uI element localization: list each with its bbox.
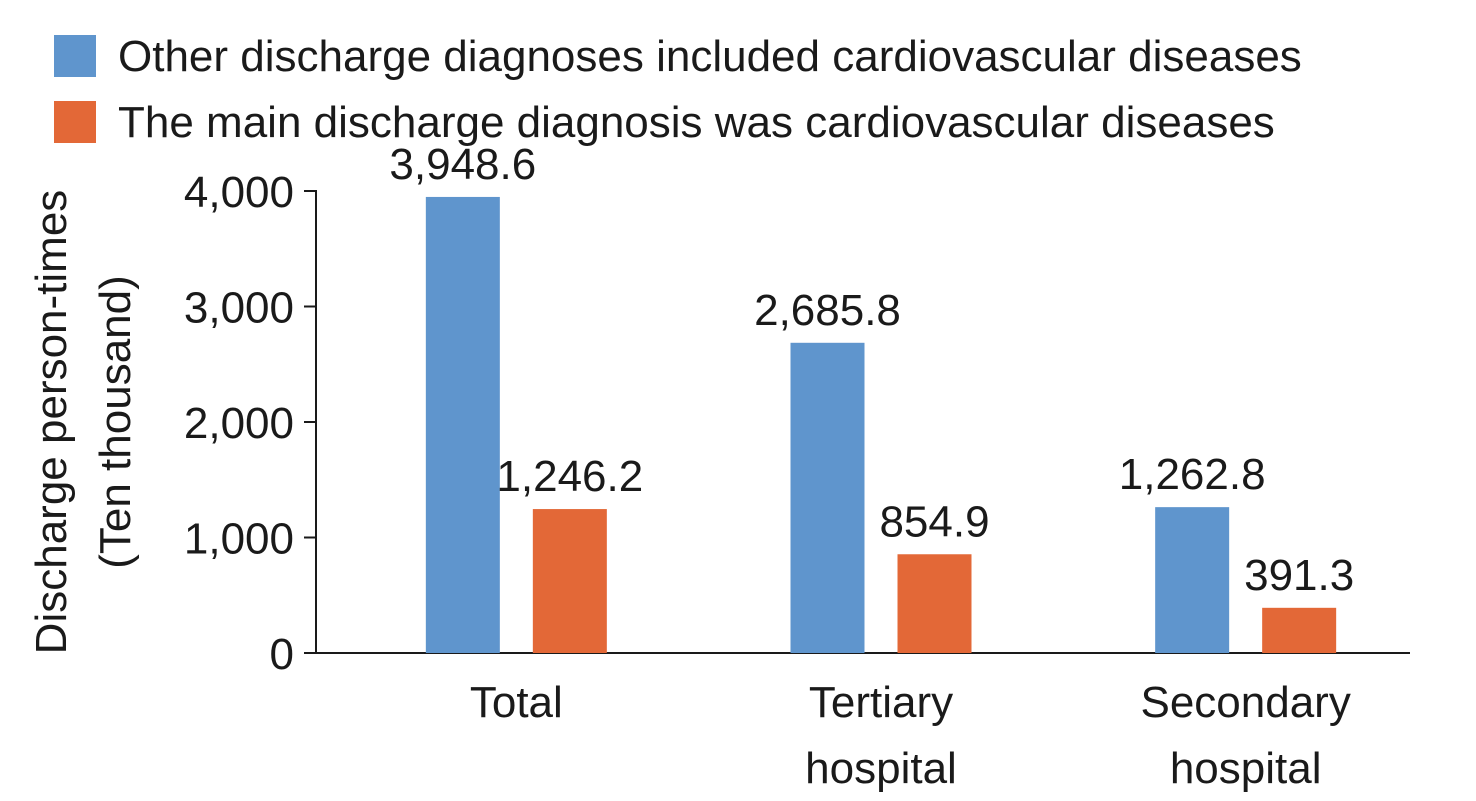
bar-series-2-category-2: [897, 554, 972, 653]
x-category-label-3-line-2: hospital: [1170, 744, 1322, 793]
x-category-label-3-line-1: Secondary: [1140, 678, 1350, 727]
value-labels: 3,948.6 2,685.8 1,262.8 1,246.2 854.9 391.3: [389, 140, 1354, 600]
x-category-label-2-line-2: hospital: [805, 744, 957, 793]
y-axis-title-line-1: Discharge person-times: [27, 190, 76, 655]
x-axis: Total Tertiary hospital Secondary hospital: [316, 652, 1410, 793]
bar-series-1-category-3: [1155, 507, 1230, 653]
bar-series-1-category-2: [790, 342, 865, 653]
y-tick-label-2: 2,000: [184, 399, 294, 448]
value-label-series-1-category-3: 1,262.8: [1119, 450, 1266, 499]
legend-label-1: Other discharge diagnoses included cardi…: [118, 32, 1302, 81]
legend-label-2: The main discharge diagnosis was cardiov…: [118, 98, 1275, 147]
value-label-series-1-category-1: 3,948.6: [389, 140, 536, 189]
y-axis: 0 1,000 2,000 3,000 4,000: [184, 168, 317, 679]
y-tick-label-4: 4,000: [184, 168, 294, 217]
bars: [425, 196, 1337, 653]
legend-swatch-2: [54, 101, 96, 143]
legend: Other discharge diagnoses included cardi…: [54, 32, 1302, 147]
value-label-series-2-category-2: 854.9: [879, 497, 989, 546]
x-category-label-1: Total: [470, 678, 563, 727]
bar-series-1-category-1: [425, 196, 500, 653]
value-label-series-2-category-1: 1,246.2: [496, 452, 643, 501]
bar-series-2-category-3: [1262, 607, 1337, 653]
y-tick-label-1: 1,000: [184, 515, 294, 564]
y-tick-label-0: 0: [270, 630, 294, 679]
bar-series-2-category-1: [532, 509, 607, 653]
value-label-series-1-category-2: 2,685.8: [754, 286, 901, 335]
legend-swatch-1: [54, 35, 96, 77]
x-category-label-2-line-1: Tertiary: [809, 678, 953, 727]
y-tick-label-3: 3,000: [184, 284, 294, 333]
y-axis-title: Discharge person-times (Ten thousand): [27, 190, 140, 655]
value-label-series-2-category-3: 391.3: [1244, 551, 1354, 600]
y-axis-title-line-2: (Ten thousand): [91, 275, 140, 569]
